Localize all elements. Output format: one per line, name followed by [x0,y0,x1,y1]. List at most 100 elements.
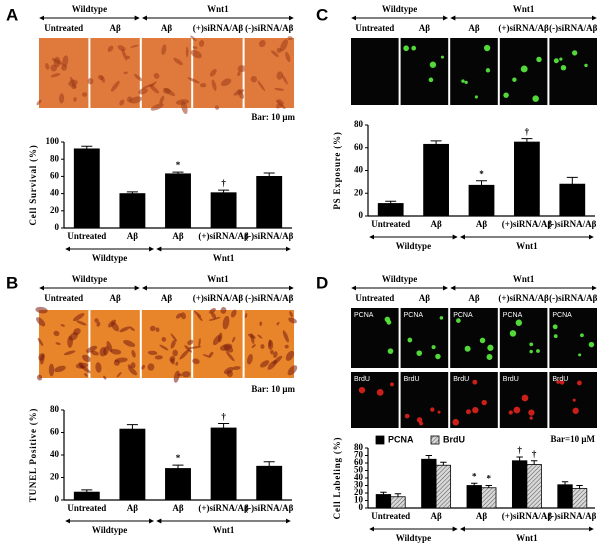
bar [571,488,588,509]
y-tick-label: 10 [354,495,364,505]
cell-texture [258,40,266,48]
cell-texture [198,40,205,47]
cell-texture [270,349,274,355]
cell-texture [209,69,217,77]
cell-texture [103,346,109,356]
cell-texture [226,351,235,362]
cell-texture [237,65,247,73]
micrograph [90,38,140,108]
group-label: Wildtype [72,4,107,14]
bar [526,464,542,509]
cell-texture [257,334,263,339]
stained-cell [404,413,410,419]
stained-cell [416,417,423,423]
x-tick-label: Aβ [476,511,487,521]
error-bar [440,461,447,466]
cell-texture [153,72,160,79]
scale-bar-label: Bar=10 μM [551,434,596,444]
cell-texture [187,77,200,84]
cell-texture [175,361,179,366]
cell-texture [37,337,44,347]
y-tick-label: 20 [354,487,364,497]
stained-cell [572,398,576,402]
cell-texture [276,47,282,53]
x-tick-label: Aβ [127,503,138,513]
column-label: (-)siRNA/Aβ [549,23,597,33]
error-bar [521,138,533,143]
cell-texture [181,371,191,378]
cell-texture [288,317,297,324]
cell-texture [35,306,48,314]
stained-cell [572,407,579,414]
column-label: Aβ [468,23,479,33]
stained-cell [536,56,542,63]
cell-texture [172,349,178,357]
cell-texture [259,321,263,326]
stained-cell [440,55,444,59]
error-bar [430,140,442,145]
cell-texture [98,74,104,81]
cell-texture [175,99,189,105]
cell-texture [260,360,270,368]
error-bar [561,481,569,485]
stained-cell [386,319,392,325]
micrograph [400,372,449,428]
stained-cell [559,380,565,385]
y-tick-label: 60 [354,142,364,152]
cell-texture [287,36,293,41]
x-tick-label: Untreated [67,231,106,241]
y-tick-label: 40 [354,472,364,482]
cell-texture [267,340,274,350]
cell-texture [73,97,77,102]
image-label: PCNA [552,312,572,319]
y-tick-label: 80 [354,442,364,452]
stained-cell [578,353,582,357]
bar [468,184,495,217]
stained-cell [428,77,434,83]
column-label: (-)siRNA/Aβ [245,293,293,303]
bar [559,183,586,217]
cell-texture [62,55,69,67]
cell-texture [110,80,120,92]
error-bar [81,489,93,493]
stained-cell [552,324,558,330]
y-axis-title: TUNEL Positive (%) [28,408,38,502]
significance-marker: † [532,449,537,459]
stained-cell [435,353,441,360]
significance-marker: * [176,453,181,463]
column-label: Untreated [355,23,394,33]
stained-cell [487,344,494,351]
y-tick-label: 50 [354,465,364,475]
stained-cell [407,337,413,343]
micrograph [450,38,498,105]
cell-texture [36,99,42,106]
cell-texture [138,88,148,95]
group-label: Wnt1 [516,241,538,251]
cell-texture [95,362,102,373]
cell-texture [141,364,146,370]
cell-texture [244,313,248,319]
cell-texture [108,319,116,328]
cell-texture [87,78,94,85]
bar [377,203,404,217]
cell-texture [60,324,65,327]
cell-texture [281,74,288,85]
stained-cell [529,349,533,354]
scale-bar-label: Bar: 10 μm [251,384,295,394]
stained-cell [403,45,409,52]
group-label: Wildtype [72,274,107,284]
error-bar [218,423,230,428]
error-bar [566,176,578,185]
cell-texture [53,330,60,337]
y-tick-label: 30 [354,480,364,490]
column-label: Aβ [419,23,430,33]
column-label: Aβ [468,293,479,303]
stained-cell [528,409,535,416]
cell-texture [150,81,157,88]
cell-texture [214,105,220,110]
stained-cell [483,44,491,52]
stained-cell [513,406,521,414]
x-tick-label: Aβ [476,219,487,229]
cell-texture [260,344,265,349]
panel-letter: A [6,5,18,24]
